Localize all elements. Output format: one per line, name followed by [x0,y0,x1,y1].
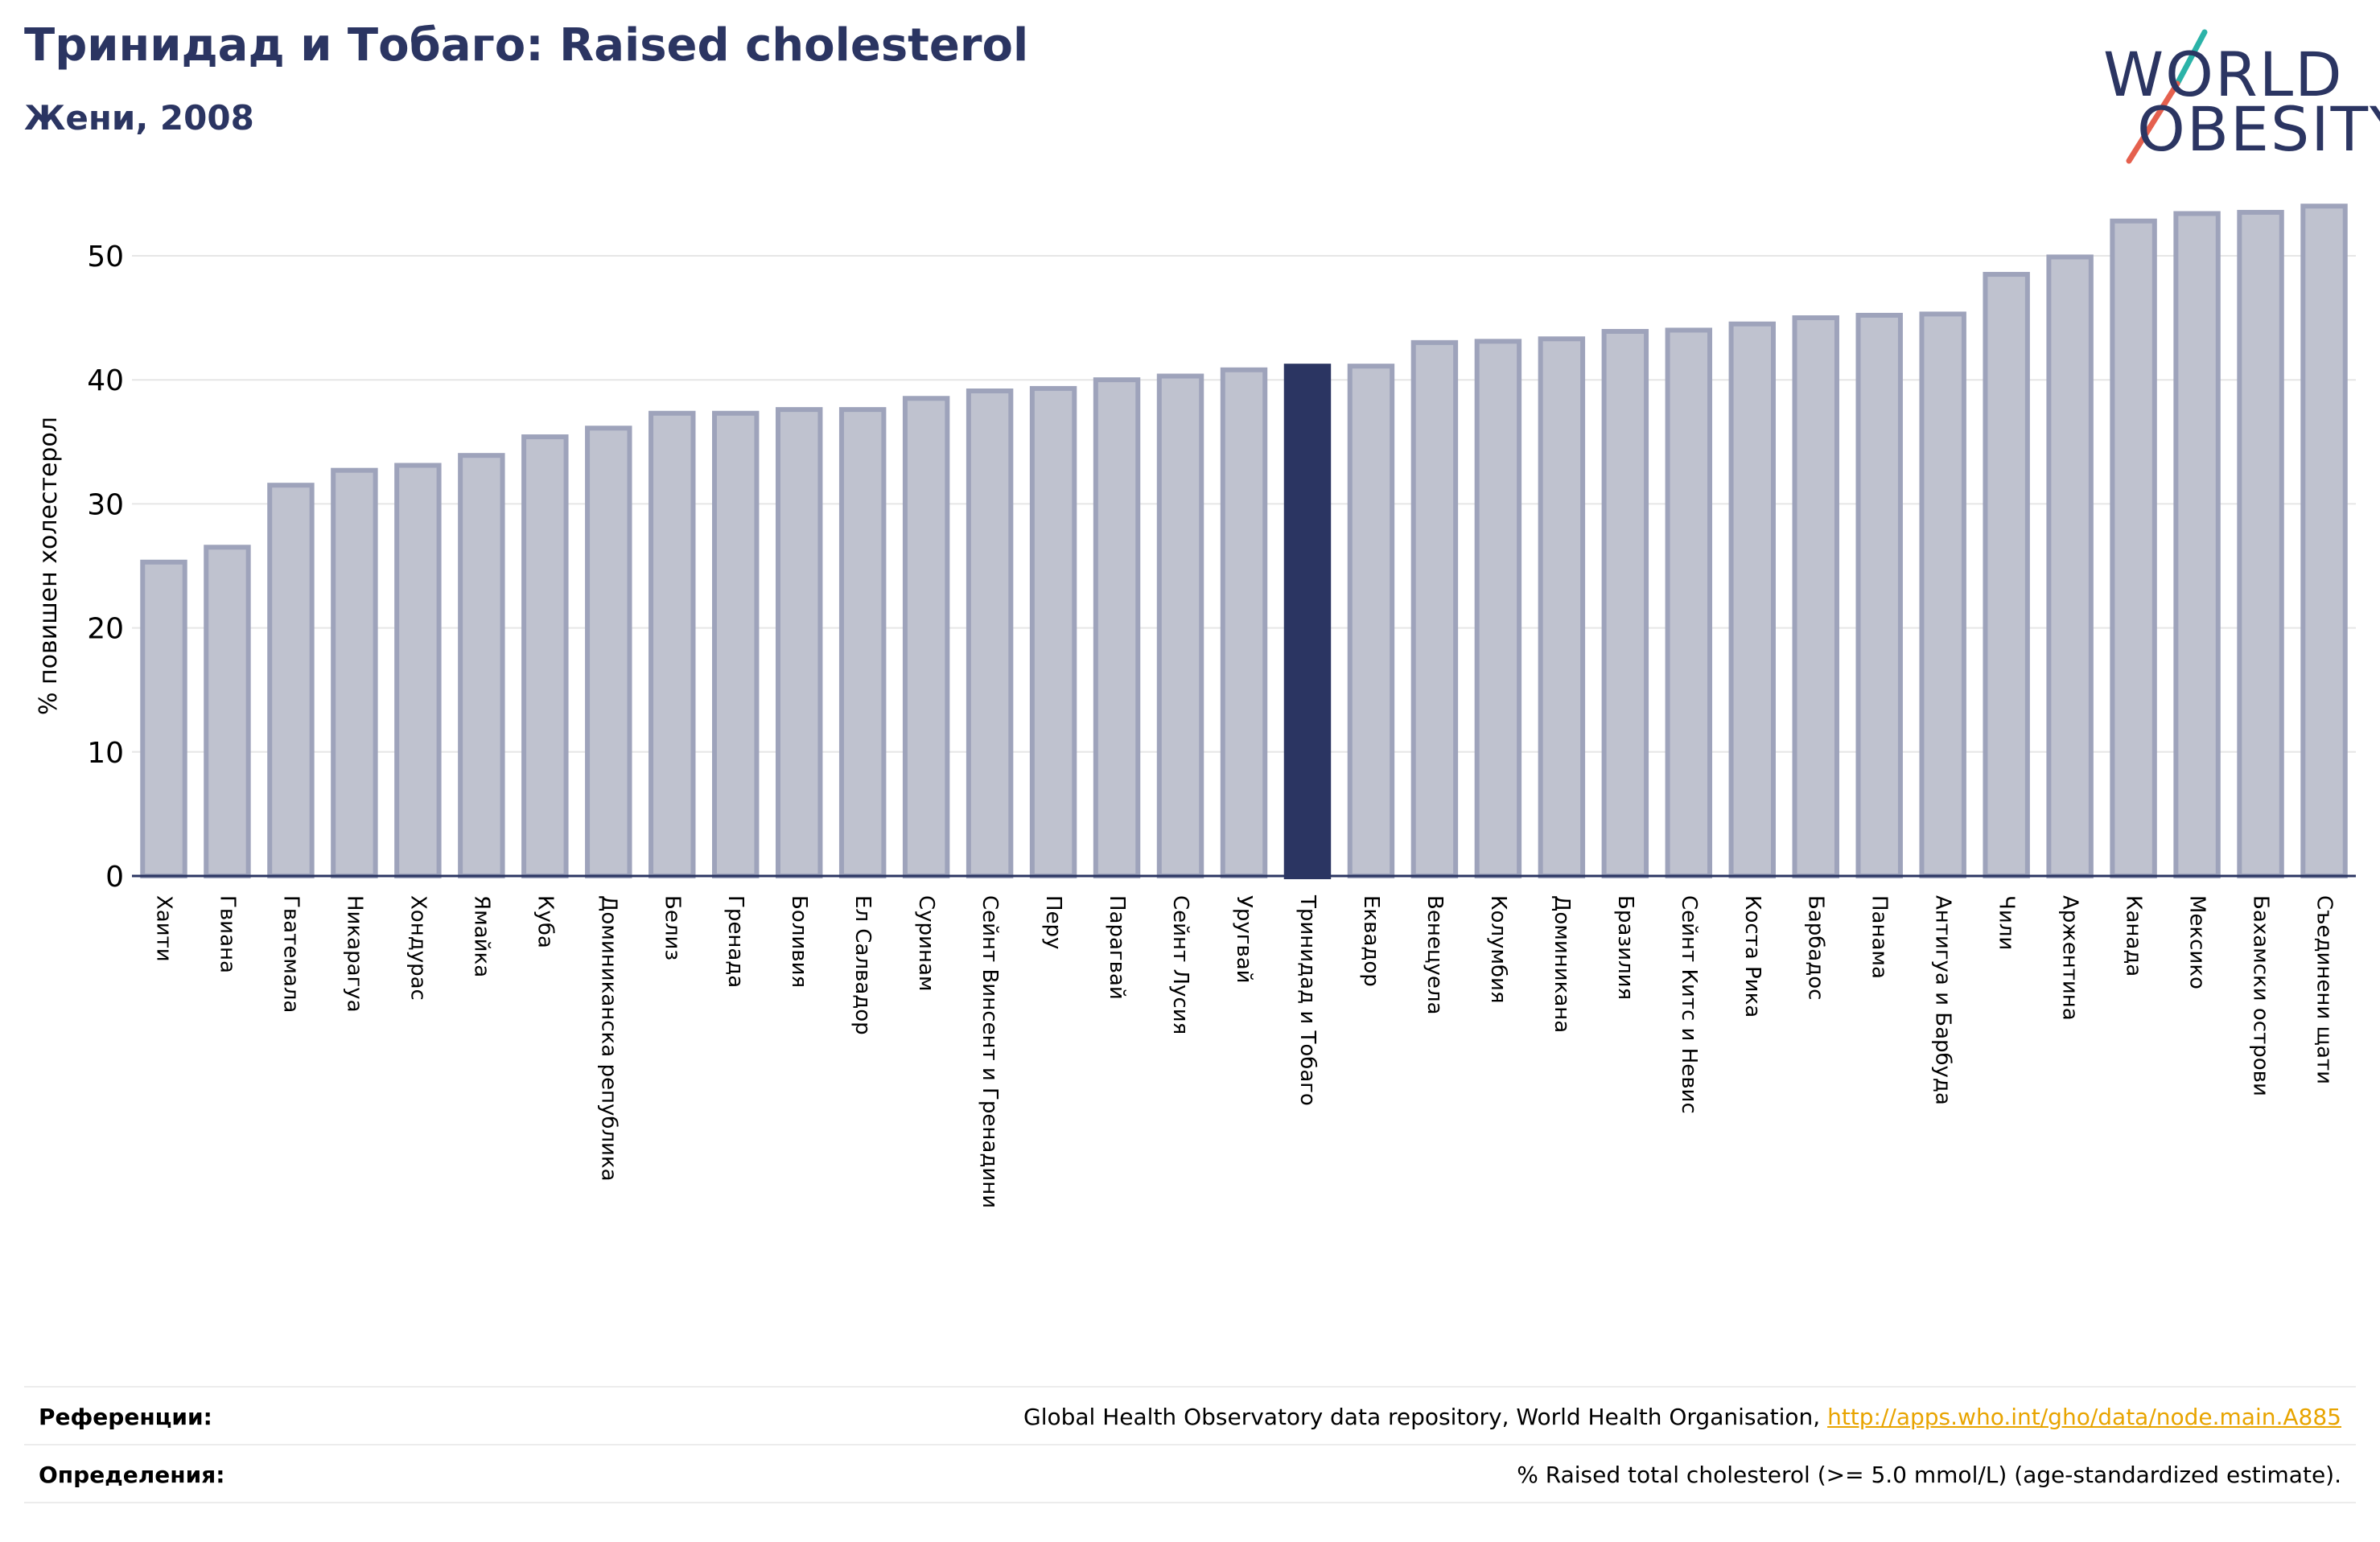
bar [2300,204,2348,878]
x-tick-label: Мексико [2185,895,2209,989]
logo-line-2: OBESITY [2137,93,2380,165]
bar [2110,218,2157,878]
bar [458,453,505,878]
references-value: Global Health Observatory data repositor… [1023,1404,2341,1430]
x-tick-label: Аржентина [2058,895,2082,1021]
bar [775,407,823,878]
x-tick-label: Суринам [914,895,938,992]
bar [1792,315,1839,878]
y-tick-label: 10 [87,737,124,770]
x-tick-label: Доминиканска република [596,895,620,1182]
bar [649,410,696,878]
x-tick-label: Сейнт Винсент и Гренадини [978,895,1002,1208]
x-tick-label: Ел Салвадор [850,895,875,1035]
bar [1855,312,1903,878]
bar [204,545,251,878]
x-tick-label: Сейнт Китс и Невис [1677,895,1701,1114]
x-tick-label: Антигуа и Барбуда [1931,895,1955,1105]
bar [2237,209,2284,879]
bar [902,396,950,879]
references-text: Global Health Observatory data repositor… [1023,1404,1828,1430]
bar [1919,311,1966,878]
bar [1665,327,1713,879]
bar [1156,373,1204,878]
x-tick-label: Ямайка [469,895,493,977]
bar [394,463,442,878]
x-tick-label: Гвиана [215,895,239,973]
x-tick-label: Доминикана [1550,895,1574,1033]
x-tick-label: Гренада [723,895,747,988]
x-tick-label: Еквадор [1359,895,1383,987]
x-tick-label: Венецуела [1423,895,1447,1014]
logo-line-1: WORLD [2103,39,2344,110]
bar [2046,254,2094,878]
x-tick-label: Боливия [787,895,811,988]
bar [585,426,632,878]
x-tick-label: Уругвай [1232,895,1256,984]
x-tick-label: Парагвай [1105,895,1129,1000]
bar [267,483,315,878]
bar [966,388,1014,878]
bar [1093,377,1141,878]
x-tick-label: Сейнт Лусия [1168,895,1192,1034]
bar [1601,328,1649,878]
y-tick-label: 40 [87,364,124,397]
x-tick-label: Съединени щати [2312,895,2337,1084]
logo-slash-icon [2126,29,2208,164]
bar [1983,272,2030,878]
bar [2173,211,2221,879]
x-tick-label: Гватемала [278,895,303,1013]
x-tick-label: Тринидад и Тобаго [1295,894,1320,1106]
y-tick-label: 50 [87,241,124,273]
bar [712,410,760,878]
x-tick-label: Куба [533,895,557,948]
x-tick-label: Хондурас [406,895,430,1001]
definitions-text: % Raised total cholesterol (>= 5.0 mmol/… [1517,1462,2341,1488]
page-subtitle: Жени, 2008 [24,98,254,138]
x-tick-label: Барбадос [1804,895,1828,1000]
x-tick-label: Хаити [151,895,175,962]
y-tick-label: 0 [105,861,124,894]
bar [140,559,187,878]
bar [1474,339,1522,878]
bar [1538,336,1586,879]
world-obesity-logo: WORLD OBESITY [2100,24,2380,169]
bar [521,434,569,878]
bar [1220,367,1268,878]
x-tick-label: Канада [2122,895,2146,977]
bar [1728,321,1776,878]
footer-divider [24,1502,2356,1503]
x-tick-label: Чили [1995,895,2019,950]
bar [1347,364,1395,878]
x-tick-label: Коста Рика [1740,895,1764,1018]
x-tick-label: Колумбия [1486,895,1510,1004]
x-tick-label: Никарагуа [342,895,366,1013]
bar [1029,385,1077,879]
definitions-row: Определения: % Raised total cholesterol … [24,1444,2356,1502]
y-tick-label: 30 [87,488,124,521]
y-axis-label: % повишен холестерол [35,417,63,715]
bar-chart: 0 10 20 30 40 50 % повишен холестерол Хаити Гвиа… [35,204,2356,1208]
y-tick-label: 20 [87,613,124,646]
page-title: Тринидад и Тобаго: Raised cholesterol [24,19,1029,72]
references-label: Референции: [39,1404,212,1430]
x-tick-label: Бразилия [1613,895,1637,1000]
x-tick-label: Бахамски острови [2249,895,2273,1096]
x-tick-label: Панама [1867,895,1892,979]
references-row: Референции: Global Health Observatory da… [24,1386,2356,1444]
x-tick-label: Белиз [660,895,684,960]
references-link[interactable]: http://apps.who.int/gho/data/node.main.A… [1827,1404,2341,1430]
bar [1410,339,1459,878]
definitions-label: Определения: [39,1462,225,1488]
x-tick-label: Перу [1041,895,1065,949]
bar [331,467,378,878]
bar-highlight [1283,364,1332,879]
bar [838,407,887,878]
